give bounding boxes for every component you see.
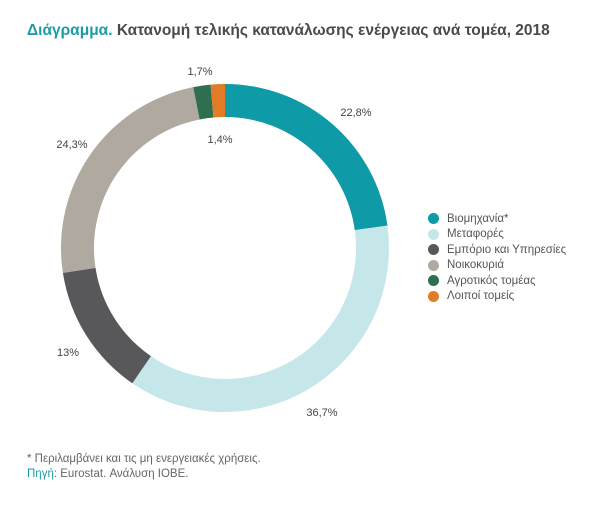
legend-item: Νοικοκυριά bbox=[428, 258, 566, 274]
legend-label: Αγροτικός τομέας bbox=[447, 274, 536, 287]
data-label: 1,4% bbox=[207, 134, 232, 146]
legend-swatch bbox=[428, 213, 439, 225]
data-label: 13% bbox=[57, 347, 79, 359]
donut-slice-4 bbox=[60, 87, 200, 273]
legend-label: Μεταφορές bbox=[447, 228, 504, 241]
legend-item: Εμπόριο και Υπηρεσίες bbox=[428, 242, 566, 258]
donut-slice-3 bbox=[62, 267, 151, 384]
donut-slice-1 bbox=[225, 84, 388, 231]
legend-item: Βιομηχανία* bbox=[428, 211, 566, 227]
donut-slice-5 bbox=[193, 84, 214, 120]
legend: Βιομηχανία* Μεταφορές Εμπόριο και Υπηρεσίε… bbox=[428, 211, 566, 304]
legend-item: Μεταφορές bbox=[428, 227, 566, 243]
footnote: * Περιλαμβάνει και τις μη ενεργειακές χρ… bbox=[27, 453, 261, 465]
source-line: Πηγή: Eurostat. Ανάλυση ΙΟΒΕ. bbox=[27, 467, 261, 482]
chart-title: Διάγραμμα. Κατανομή τελικής κατανάλωσης … bbox=[27, 22, 550, 40]
data-label: 36,7% bbox=[306, 407, 337, 419]
donut-slice-6 bbox=[210, 84, 225, 118]
source-label: Πηγή: bbox=[27, 468, 58, 480]
legend-label: Νοικοκυριά bbox=[447, 259, 505, 272]
donut-slice-2 bbox=[132, 225, 390, 412]
legend-swatch bbox=[428, 290, 439, 302]
legend-item: Λοιποί τομείς bbox=[428, 289, 566, 305]
legend-swatch bbox=[428, 259, 439, 271]
data-label: 1,7% bbox=[187, 66, 212, 78]
legend-label: Λοιποί τομείς bbox=[447, 290, 515, 303]
title-prefix: Διάγραμμα. bbox=[27, 22, 113, 39]
source-text: Eurostat. Ανάλυση ΙΟΒΕ. bbox=[60, 468, 189, 480]
data-label: 24,3% bbox=[56, 139, 87, 151]
title-text: Κατανομή τελικής κατανάλωσης ενέργειας α… bbox=[116, 22, 550, 39]
legend-swatch bbox=[428, 275, 439, 287]
legend-label: Εμπόριο και Υπηρεσίες bbox=[447, 243, 567, 256]
legend-item: Αγροτικός τομέας bbox=[428, 273, 566, 289]
data-label: 22,8% bbox=[340, 107, 371, 119]
legend-swatch bbox=[428, 228, 439, 240]
footnotes: * Περιλαμβάνει και τις μη ενεργειακές χρ… bbox=[27, 452, 261, 482]
legend-label: Βιομηχανία* bbox=[447, 212, 509, 225]
legend-swatch bbox=[428, 244, 439, 256]
